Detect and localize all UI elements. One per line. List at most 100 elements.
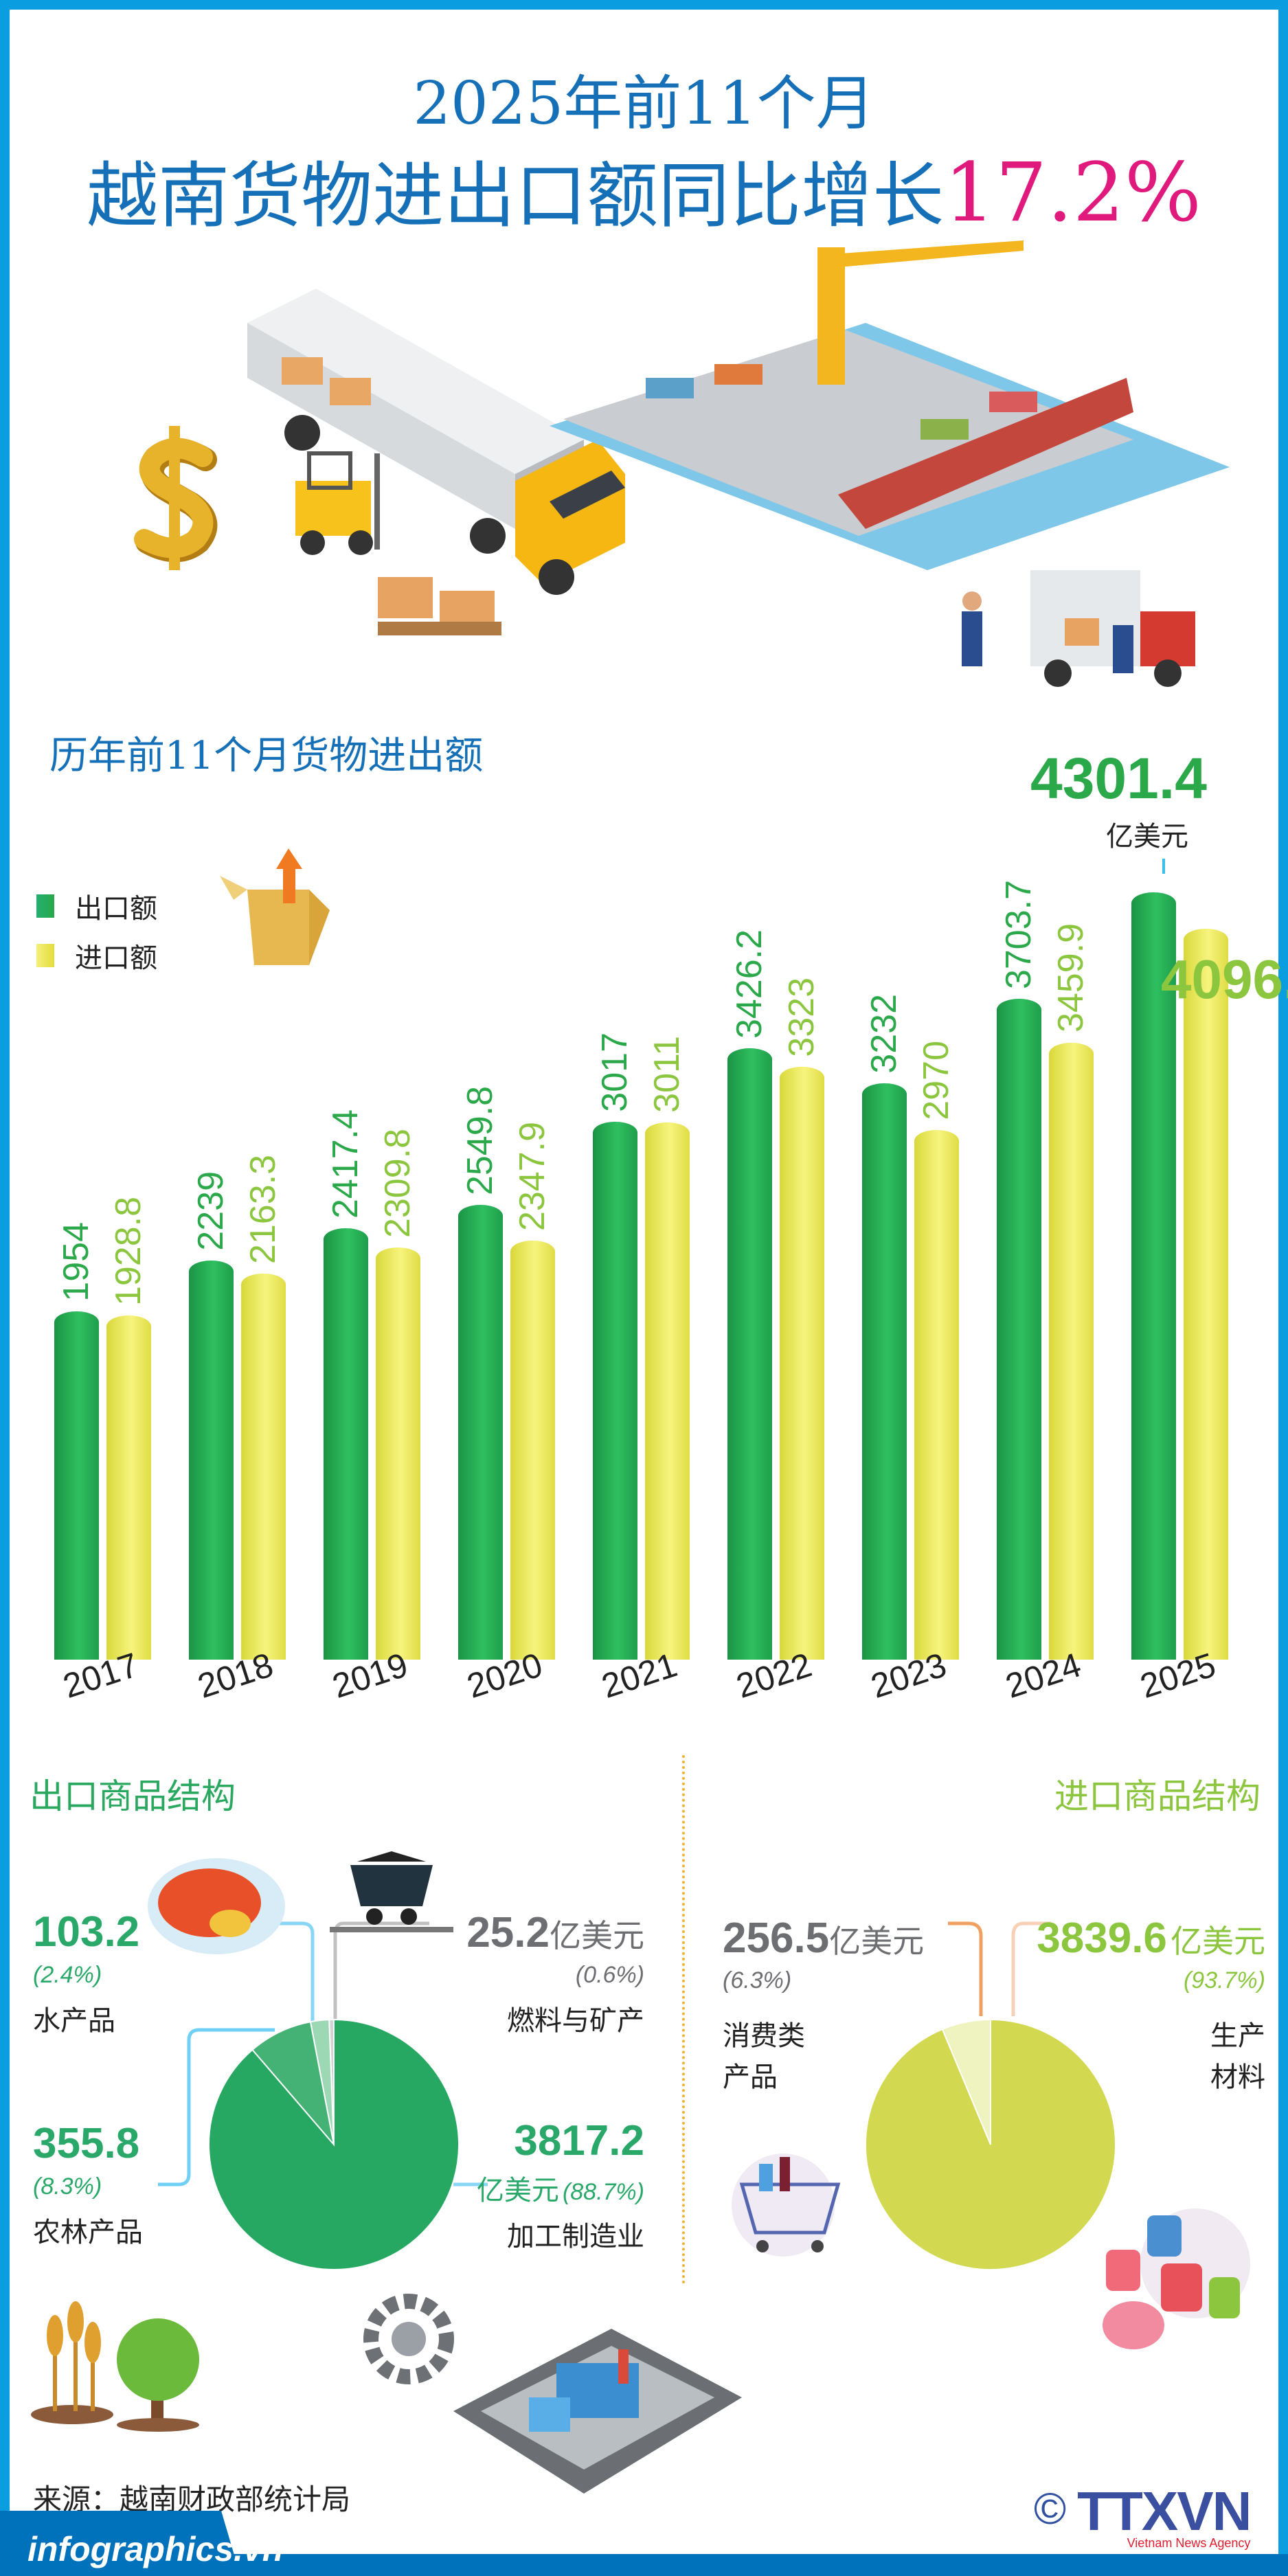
tree-icon	[117, 2318, 199, 2432]
boxes-icon	[378, 577, 501, 635]
consumer-unit: 亿美元	[829, 1923, 925, 1960]
fuel-percent: (0.6%)	[575, 1962, 644, 1988]
export-bar-2023	[862, 1083, 907, 1660]
import-value-label-2024: 3459.9	[1051, 923, 1091, 1033]
growth-rate: 17.2%	[944, 145, 1201, 240]
import-bar-2022	[780, 1067, 824, 1660]
import-bar-2019	[376, 1247, 420, 1660]
export-pie-chart	[208, 2018, 460, 2270]
manufacture-label: 加工制造业	[507, 2221, 644, 2252]
export-value-label-2024: 3703.7	[999, 880, 1039, 990]
manufacture-value: 3817.2	[514, 2117, 644, 2165]
import-value-label-2022: 3323	[782, 978, 822, 1058]
export-value-label-2017: 1954	[56, 1221, 96, 1302]
consumer-percent: (6.3%)	[723, 1967, 792, 1993]
agri-percent: (8.3%)	[33, 2173, 102, 2200]
dollar-icon	[134, 426, 218, 570]
export-value-label-2021: 3017	[595, 1032, 635, 1112]
logo-subtitle: Vietnam News Agency	[1127, 2536, 1251, 2550]
wheat-icon	[31, 2301, 113, 2424]
import-structure-title: 进口商品结构	[1054, 1776, 1261, 1816]
fuel-unit: 亿美元	[550, 1917, 644, 1954]
import-value-label-2018: 2163.3	[243, 1155, 283, 1265]
logo-text: TTXVN	[1077, 2484, 1252, 2539]
label-manufacture: 3817.2 亿美元 (88.7%) 加工制造业	[477, 2120, 644, 2257]
import-bar-2025	[1184, 929, 1228, 1660]
import-pie-chart	[865, 2018, 1116, 2270]
logo-text-a: TTX	[1077, 2481, 1178, 2542]
manufacture-unit: 亿美元	[476, 2175, 559, 2206]
thread-spools-icon	[1103, 2208, 1250, 2349]
production-label: 生产	[1210, 2020, 1265, 2052]
forklift-icon	[295, 451, 380, 555]
gear-icon	[363, 2294, 454, 2384]
manufacture-percent: (88.7%)	[562, 2179, 644, 2205]
truck-icon	[247, 289, 625, 595]
source-note: 来源：越南财政部统计局	[33, 2483, 351, 2516]
label-agri: 355.8 (8.3%) 农林产品	[33, 2123, 143, 2253]
aquatic-value: 103.2	[33, 1908, 140, 1956]
export-value-label-2022: 3426.2	[730, 929, 769, 1039]
port-icon	[550, 240, 1230, 570]
export-value-label-2020: 2549.8	[460, 1085, 500, 1195]
title-text: 越南货物进出口额同比增长	[87, 154, 945, 238]
label-consumer: 256.5亿美元 (6.3%) 消费类 产品	[723, 1917, 924, 2098]
export-structure-title: 出口商品结构	[30, 1776, 236, 1816]
legend-swatch-export	[36, 894, 54, 918]
export-bar-2017	[54, 1311, 99, 1660]
section-divider	[682, 1755, 685, 2284]
label-production: 3839.6 亿美元 (93.7%) 生产 材料	[1037, 1917, 1265, 2098]
factory-icon	[453, 2329, 742, 2494]
connector-lines	[158, 1921, 1051, 2187]
export-bar-2022	[727, 1048, 772, 1660]
aquatic-percent: (2.4%)	[33, 1962, 102, 1988]
legend-swatch-import	[36, 944, 54, 967]
chart-title: 历年前11个月货物进出额	[49, 734, 484, 778]
label-aquatic: 103.2 (2.4%) 水产品	[33, 1911, 139, 2042]
agri-value: 355.8	[33, 2120, 140, 2167]
export-bar-2024	[997, 999, 1041, 1660]
agri-label: 农林产品	[33, 2217, 143, 2248]
import-value-label-2017: 1928.8	[109, 1197, 148, 1307]
production-unit: 亿美元	[1171, 1923, 1265, 1960]
legend-import: 进口额	[36, 936, 157, 975]
pie-slice-2	[251, 2021, 335, 2147]
pie-slice-1	[865, 2018, 1116, 2270]
import-value-label-2023: 2970	[916, 1041, 956, 1120]
export-bar-2020	[458, 1204, 503, 1660]
legend-label-import: 进口额	[75, 942, 157, 974]
fuel-value: 25.2	[466, 1909, 550, 1956]
delivery-truck-icon	[962, 570, 1195, 687]
import-bar-2017	[106, 1315, 151, 1660]
production-label-2: 材料	[1210, 2061, 1265, 2093]
import-bar-2020	[510, 1241, 555, 1660]
import-bar-2023	[914, 1129, 959, 1660]
consumer-label: 消费类	[723, 2020, 805, 2052]
consumer-label-2: 产品	[723, 2061, 778, 2093]
export-value-label-2023: 3232	[864, 994, 904, 1074]
legend-export: 出口额	[36, 886, 157, 926]
export-bar-2019	[324, 1228, 368, 1660]
fuel-label: 燃料与矿产	[507, 2005, 644, 2037]
site-link[interactable]: infographics.vn	[27, 2530, 284, 2568]
export-value-label-2019: 2417.4	[326, 1109, 365, 1219]
import-value-label-2019: 2309.8	[378, 1129, 418, 1239]
title-line-1: 2025年前11个月	[413, 69, 875, 138]
copyright-symbol: ©	[1034, 2484, 1067, 2533]
export-bar-2021	[593, 1121, 637, 1660]
export-2025-unit: 亿美元	[1106, 821, 1188, 852]
coal-cart-icon	[330, 1851, 453, 1932]
import-bar-2024	[1049, 1042, 1094, 1660]
label-fuel: 25.2亿美元 (0.6%) 燃料与矿产	[466, 1911, 644, 2042]
consumer-value: 256.5	[723, 1914, 830, 1962]
ttxvn-logo: © TTXVN Vietnam News Agency	[1034, 2484, 1252, 2551]
site-tab	[0, 2511, 240, 2576]
export-value-label-2018: 2239	[191, 1171, 231, 1251]
import-value-label-2020: 2347.9	[512, 1122, 552, 1232]
box-icon	[220, 848, 330, 965]
legend-label-export: 出口额	[75, 893, 157, 925]
import-value-label-2021: 3011	[647, 1036, 687, 1114]
aquatic-label: 水产品	[33, 2005, 115, 2037]
import-bar-2018	[241, 1274, 286, 1660]
